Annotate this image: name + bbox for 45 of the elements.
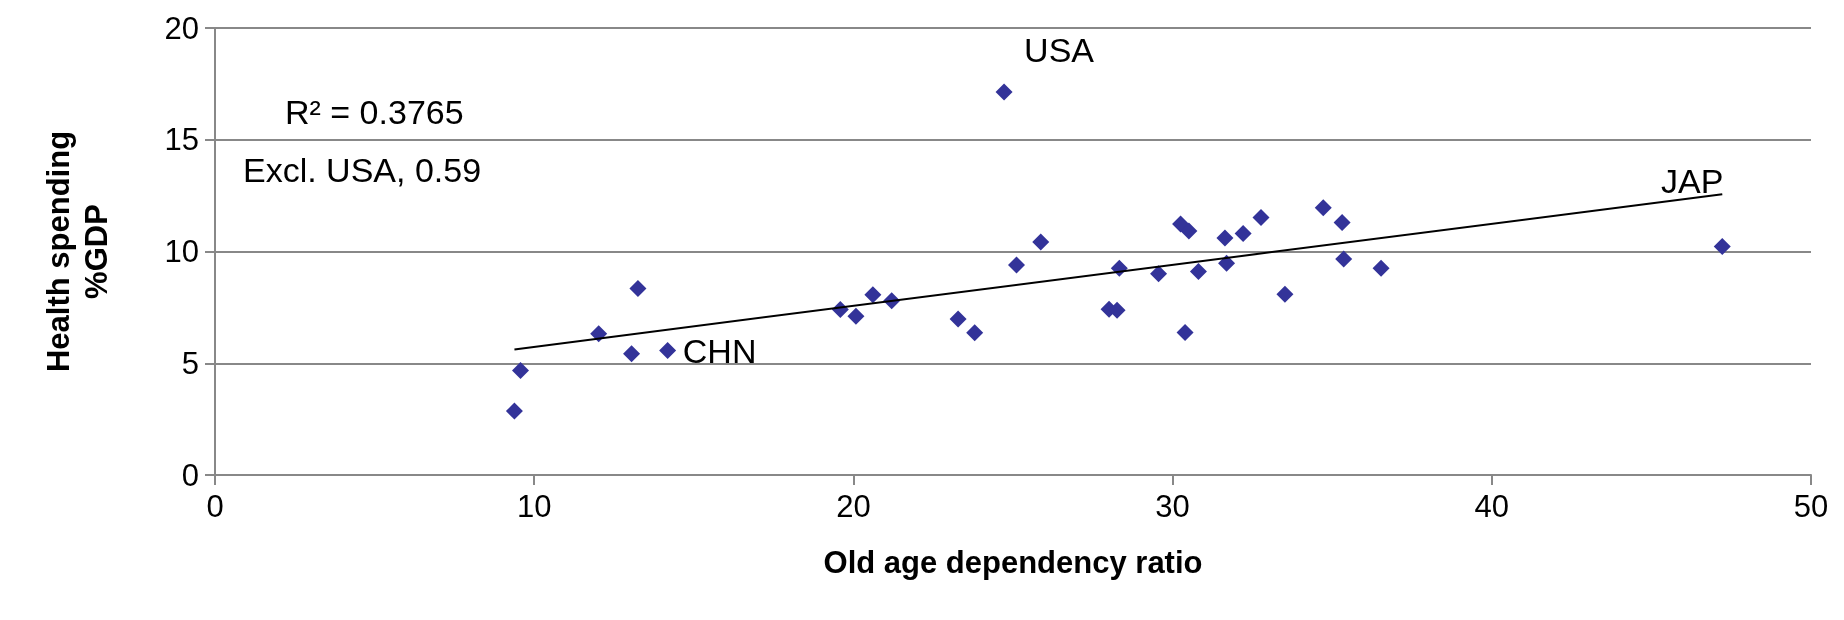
annotation: JAP	[1661, 161, 1724, 200]
point	[629, 280, 647, 298]
point	[1314, 199, 1332, 217]
point	[966, 324, 984, 342]
x-tick-label: 10	[516, 489, 552, 524]
x-tick-label: 0	[206, 489, 224, 524]
point	[1276, 285, 1294, 303]
point	[1176, 323, 1194, 341]
point	[590, 325, 608, 343]
annotation: USA	[1024, 30, 1095, 69]
point	[1032, 233, 1050, 251]
point	[511, 361, 529, 379]
annotation: Excl. USA, 0.59	[243, 151, 482, 189]
point	[659, 342, 677, 360]
annotation: CHN	[682, 331, 757, 370]
x-tick-label: 20	[836, 489, 871, 524]
y-tick-label: 15	[164, 122, 199, 158]
x-tick-label: 30	[1155, 489, 1190, 524]
point	[864, 286, 882, 304]
point	[1713, 238, 1731, 256]
y-tick-label: 5	[181, 345, 199, 381]
x-axis-title: Old age dependency ratio	[823, 545, 1203, 580]
point	[1252, 209, 1270, 227]
point	[1189, 262, 1207, 280]
point	[1335, 250, 1353, 268]
y-tick-label: 0	[181, 457, 199, 493]
annotation: R² = 0.3765	[285, 93, 464, 131]
point	[1150, 265, 1168, 283]
point	[623, 345, 641, 363]
point	[1218, 254, 1236, 272]
y-tick-label: 10	[164, 234, 199, 269]
point	[949, 310, 967, 328]
x-tick-label: 40	[1474, 489, 1510, 524]
point	[1372, 259, 1390, 277]
point	[1234, 225, 1252, 243]
y-tick-label: 20	[164, 10, 199, 46]
y-axis-title: Health spending %GDP	[40, 130, 114, 373]
point	[1180, 222, 1198, 240]
point	[1216, 229, 1234, 247]
point	[1008, 256, 1026, 274]
x-tick-label: 50	[1793, 489, 1829, 524]
point	[505, 402, 523, 420]
point	[1333, 213, 1351, 231]
point	[995, 83, 1013, 101]
point	[847, 307, 865, 325]
